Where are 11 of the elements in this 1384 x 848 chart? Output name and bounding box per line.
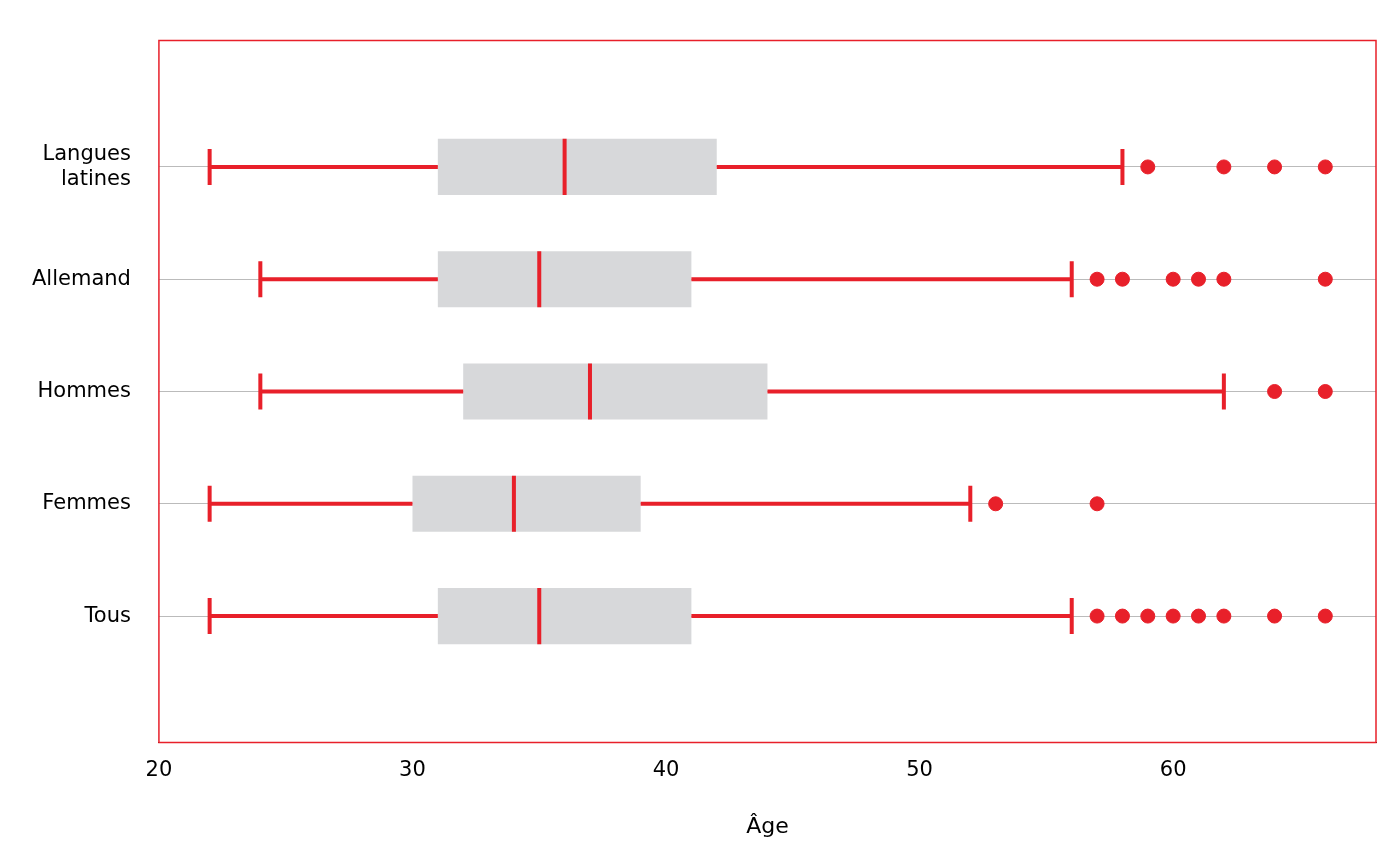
y-tick-label: Tous [83,602,131,627]
y-tick-label: Hommes [37,377,131,402]
x-axis-title: Âge [746,812,789,838]
x-tick-label: 50 [906,757,933,782]
y-tick-label: Langues latines [42,140,131,190]
x-tick-label: 40 [652,757,680,782]
x-tick-label: 20 [145,757,173,782]
y-tick-label: Femmes [42,490,131,515]
y-tick-label: Allemand [32,265,131,290]
x-tick-label: 30 [399,757,426,782]
x-tick-label: 60 [1159,757,1187,782]
